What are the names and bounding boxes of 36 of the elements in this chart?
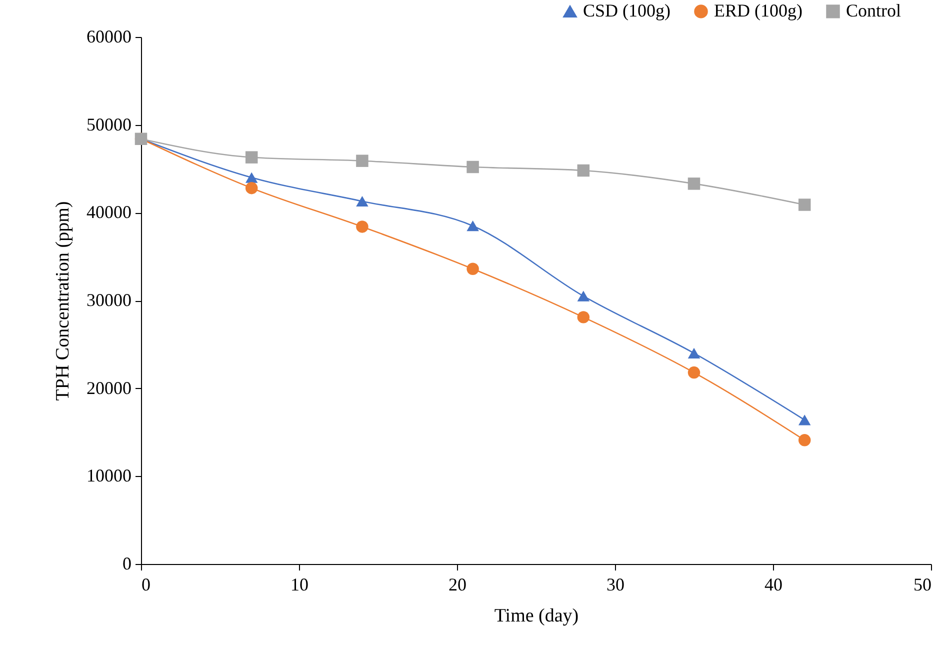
point xyxy=(688,348,700,359)
point xyxy=(466,160,479,174)
x-tick-label: 50 xyxy=(914,574,932,594)
point xyxy=(356,220,368,233)
point xyxy=(577,164,590,177)
x-tick-label: 0 xyxy=(142,574,150,594)
x-axis-title: Time (day) xyxy=(494,606,579,626)
point xyxy=(245,172,258,183)
point xyxy=(798,198,811,211)
legend-label: ERD (100g) xyxy=(714,0,802,20)
point xyxy=(356,196,368,207)
x-tick-label: 40 xyxy=(764,574,782,594)
x-tick-label: 20 xyxy=(448,574,466,594)
point xyxy=(356,154,368,167)
legend-label: CSD (100g) xyxy=(583,0,671,20)
point xyxy=(798,414,811,426)
point xyxy=(466,220,479,232)
point xyxy=(798,434,811,446)
x-tick-label: 10 xyxy=(290,574,308,594)
y-tick-label: 50000 xyxy=(86,114,132,134)
point xyxy=(688,366,700,379)
point xyxy=(245,151,258,164)
point xyxy=(466,262,479,275)
y-tick-label: 60000 xyxy=(86,26,132,46)
y-tick-label: 40000 xyxy=(86,202,132,222)
point xyxy=(577,290,590,302)
point xyxy=(245,182,258,194)
x-tick-label: 30 xyxy=(606,574,624,594)
y-tick-label: 30000 xyxy=(86,290,132,310)
y-tick-label: 10000 xyxy=(86,466,132,486)
point xyxy=(688,178,700,190)
legend-label: Control xyxy=(846,0,902,20)
y-axis-title: TPH Concentration (ppm) xyxy=(52,201,74,401)
y-tick-label: 0 xyxy=(122,554,132,574)
y-tick-label: 20000 xyxy=(86,378,132,398)
point xyxy=(577,311,590,324)
